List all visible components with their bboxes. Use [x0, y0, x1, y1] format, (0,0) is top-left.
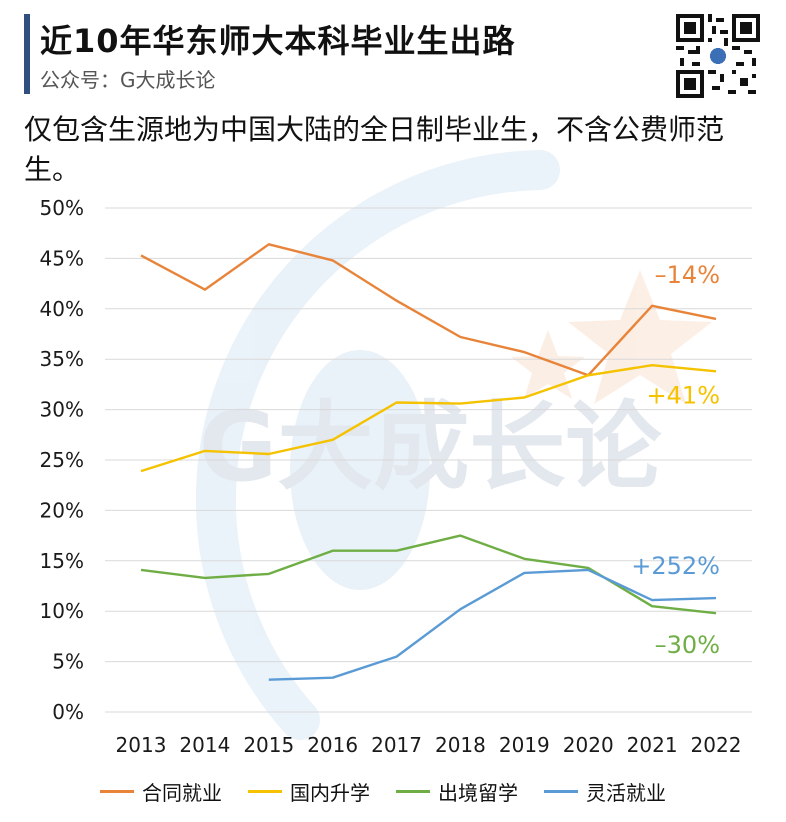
- series-line-flexible: [268, 568, 717, 681]
- y-tick-label: 35%: [40, 347, 84, 371]
- series-line-contract: [140, 243, 717, 377]
- legend-label: 灵活就业: [586, 780, 666, 805]
- watermark-star-icon: [568, 270, 712, 404]
- series-change-label: –14%: [655, 261, 720, 289]
- series-change-label: +41%: [647, 381, 720, 409]
- series-change-label: –30%: [655, 631, 720, 659]
- legend-swatch: [544, 789, 578, 793]
- x-tick-label: 2018: [435, 733, 486, 757]
- x-tick-label: 2020: [563, 733, 614, 757]
- legend-label: 出境留学: [438, 780, 518, 805]
- x-tick-label: 2016: [307, 733, 358, 757]
- x-tick-label: 2017: [371, 733, 422, 757]
- page-subtitle: 公众号：G大成长论: [40, 68, 216, 92]
- series-line-further_study: [140, 364, 717, 473]
- watermark: G大成长论: [195, 150, 712, 740]
- qr-code-icon: [676, 14, 760, 98]
- page-title: 近10年华东师大本科毕业生出路: [40, 22, 516, 60]
- chart-note: 仅包含生源地为中国大陆的全日制毕业生，不含公费师范生。: [24, 113, 725, 186]
- y-tick-label: 15%: [40, 549, 84, 573]
- x-tick-label: 2015: [243, 733, 294, 757]
- series-line-abroad: [140, 534, 717, 615]
- y-tick-label: 10%: [40, 599, 84, 623]
- x-tick-label: 2019: [499, 733, 550, 757]
- x-tick-label: 2013: [116, 733, 167, 757]
- legend-item: 合同就业: [100, 777, 222, 806]
- y-tick-label: 0%: [52, 700, 84, 724]
- legend-swatch: [100, 789, 134, 793]
- legend-item: 灵活就业: [544, 777, 666, 806]
- y-tick-label: 25%: [40, 448, 84, 472]
- watermark-arc-icon: [195, 150, 560, 740]
- y-tick-label: 5%: [52, 650, 84, 674]
- series-change-label: +252%: [631, 552, 720, 580]
- watermark-text: G大成长论: [199, 391, 663, 503]
- legend-item: 国内升学: [248, 777, 370, 806]
- y-tick-label: 30%: [40, 398, 84, 422]
- title-accent-bar: [24, 14, 30, 94]
- x-tick-label: 2014: [179, 733, 230, 757]
- legend-swatch: [396, 789, 430, 793]
- x-tick-label: 2022: [691, 733, 742, 757]
- legend-label: 国内升学: [290, 780, 370, 805]
- y-tick-label: 20%: [40, 498, 84, 522]
- legend-label: 合同就业: [142, 780, 222, 805]
- y-tick-label: 45%: [40, 246, 84, 270]
- y-tick-label: 40%: [40, 297, 84, 321]
- chart-legend: 合同就业 国内升学 出境留学 灵活就业: [100, 774, 692, 808]
- legend-swatch: [248, 789, 282, 793]
- legend-item: 出境留学: [396, 777, 518, 806]
- x-tick-label: 2021: [627, 733, 678, 757]
- y-tick-label: 50%: [40, 196, 84, 220]
